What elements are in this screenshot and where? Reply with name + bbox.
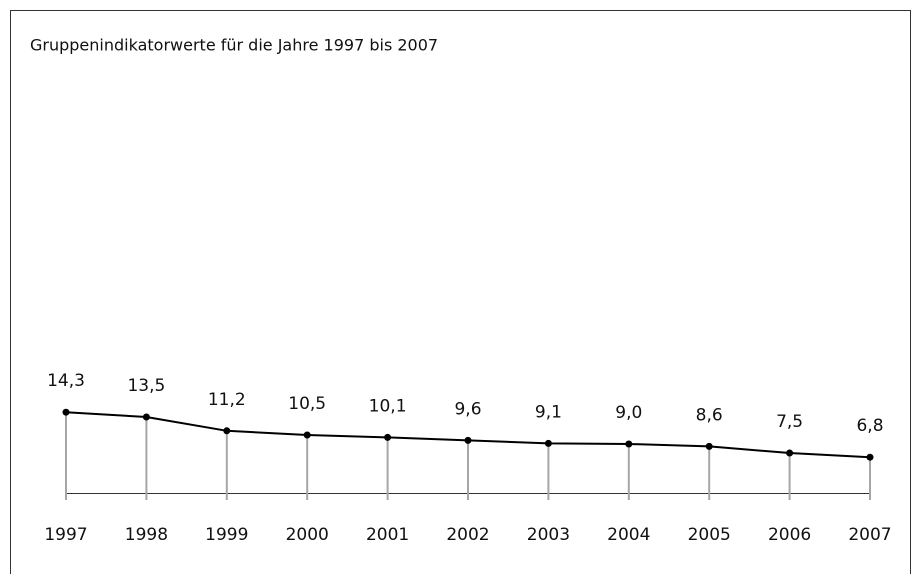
x-tick-label: 2001 [366, 525, 409, 545]
data-point [786, 449, 794, 457]
x-tick-label: 2007 [848, 525, 891, 545]
value-label: 6,8 [856, 416, 883, 436]
x-tick-label: 2000 [286, 525, 329, 545]
value-label: 13,5 [127, 376, 165, 396]
data-point [223, 427, 231, 435]
data-point [384, 433, 392, 441]
x-tick-label: 2004 [607, 525, 650, 545]
value-label: 10,5 [288, 394, 326, 414]
value-label: 7,5 [776, 412, 803, 432]
data-point [705, 442, 713, 450]
x-tick-label: 1999 [205, 525, 248, 545]
value-label: 14,3 [47, 371, 85, 391]
value-label: 9,6 [454, 399, 481, 419]
value-label: 8,6 [696, 405, 723, 425]
value-label: 9,0 [615, 403, 642, 423]
x-tick-label: 2006 [768, 525, 811, 545]
x-tick-label: 1997 [44, 525, 87, 545]
data-point [544, 439, 552, 447]
x-tick-label: 2002 [446, 525, 489, 545]
x-tick-label: 2003 [527, 525, 570, 545]
value-label: 11,2 [208, 390, 246, 410]
data-point [625, 440, 633, 448]
data-point [866, 453, 874, 461]
value-label: 10,1 [369, 396, 407, 416]
chart-frame [10, 10, 911, 574]
x-tick-label: 1998 [125, 525, 168, 545]
data-point [142, 413, 150, 421]
data-point [303, 431, 311, 439]
data-point [62, 408, 70, 416]
value-label: 9,1 [535, 402, 562, 422]
chart-title: Gruppenindikatorwerte für die Jahre 1997… [30, 36, 438, 55]
data-point [464, 436, 472, 444]
x-tick-label: 2005 [688, 525, 731, 545]
